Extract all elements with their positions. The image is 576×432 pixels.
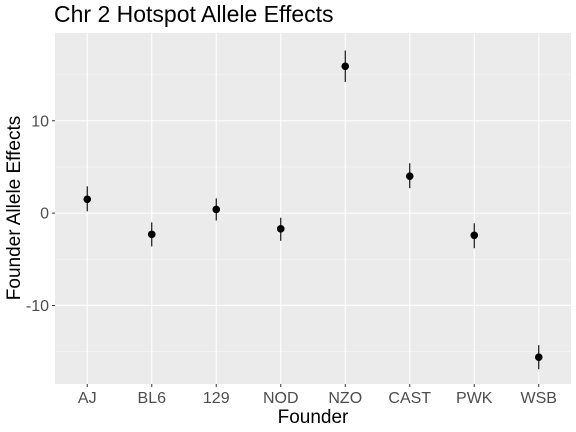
data-point bbox=[83, 195, 92, 204]
y-tick-label: -10 bbox=[26, 298, 49, 315]
y-axis: -10 0 10 bbox=[26, 113, 55, 315]
data-point bbox=[470, 231, 479, 240]
x-axis-title: Founder bbox=[278, 407, 349, 428]
y-tick-label: 0 bbox=[40, 206, 49, 223]
x-tick-label: NOD bbox=[263, 390, 299, 407]
y-tick-label: 10 bbox=[31, 113, 49, 130]
chart-title: Chr 2 Hotspot Allele Effects bbox=[54, 1, 334, 27]
data-points bbox=[83, 62, 543, 362]
x-tick-label: AJ bbox=[78, 390, 97, 407]
data-point bbox=[212, 205, 221, 214]
data-point bbox=[341, 62, 350, 71]
grid-major bbox=[55, 33, 571, 384]
x-tick-label: CAST bbox=[388, 390, 431, 407]
grid-minor bbox=[55, 74, 571, 352]
x-axis: AJ BL6 129 NOD NZO CAST PWK WSB bbox=[78, 384, 557, 407]
x-tick-label: BL6 bbox=[138, 390, 167, 407]
x-tick-label: 129 bbox=[203, 390, 230, 407]
y-axis-title: Founder Allele Effects bbox=[4, 116, 25, 300]
data-point bbox=[147, 230, 156, 239]
data-point bbox=[405, 172, 414, 180]
data-point bbox=[534, 353, 543, 362]
plot-panel bbox=[55, 33, 571, 384]
x-tick-label: WSB bbox=[521, 390, 557, 407]
data-point bbox=[276, 225, 285, 233]
x-tick-label: NZO bbox=[328, 390, 362, 407]
x-tick-label: PWK bbox=[456, 390, 493, 407]
